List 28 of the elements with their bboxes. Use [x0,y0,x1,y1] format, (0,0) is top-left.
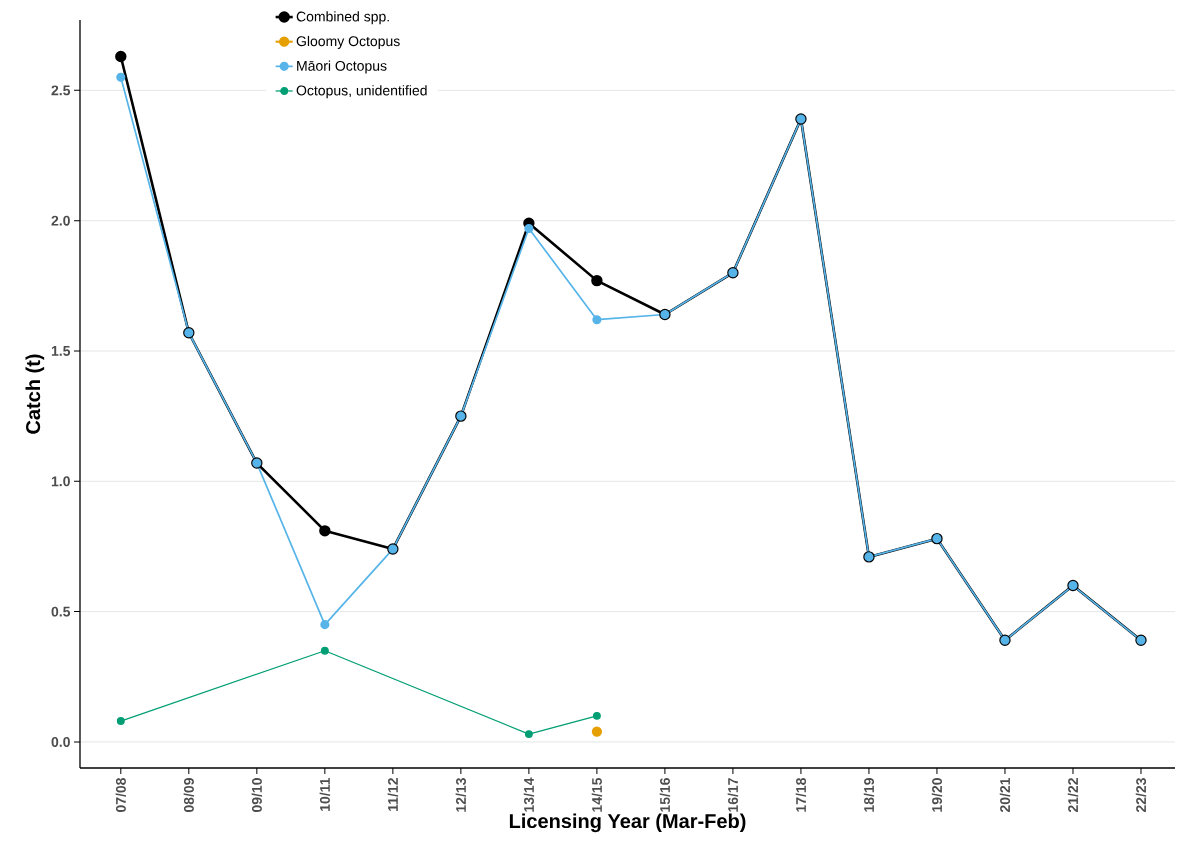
x-tick-label: 14/15 [591,777,603,812]
legend-label: Māori Octopus [297,60,387,74]
x-tick-label: 12/13 [455,778,467,812]
x-tick-label: 17/18 [795,777,807,812]
y-tick-label: 2.0 [51,215,70,226]
y-tick-label: 0.0 [51,736,70,747]
y-tick-label: 2.5 [51,85,71,96]
x-tick-label: 15/16 [659,778,671,812]
x-tick-label: 21/22 [1067,778,1079,813]
x-tick-label: 16/17 [727,778,739,812]
legend-label: Combined spp. [296,11,389,25]
x-tick-label: 07/08 [115,777,127,813]
y-tick-label: 0.5 [51,606,71,617]
legend-label: Octopus, unidentified [296,85,427,99]
legend-label: Gloomy Octopus [296,35,400,49]
y-axis-title: Catch (t) [25,354,45,434]
x-tick-label: 08/09 [183,778,195,813]
x-axis-title: Licensing Year (Mar-Feb) [509,813,746,833]
x-tick-label: 11/12 [387,778,399,811]
x-tick-label: 22/23 [1135,778,1147,813]
x-tick-label: 13/14 [523,777,535,812]
x-tick-label: 18/19 [863,778,875,812]
x-tick-label: 19/20 [931,778,943,812]
x-tick-label: 20/21 [999,777,1011,813]
y-tick-label: 1.5 [51,346,71,356]
y-tick-label: 1.0 [51,476,70,487]
x-tick-label: 09/10 [251,778,263,813]
x-tick-label: 10/11 [319,777,331,811]
